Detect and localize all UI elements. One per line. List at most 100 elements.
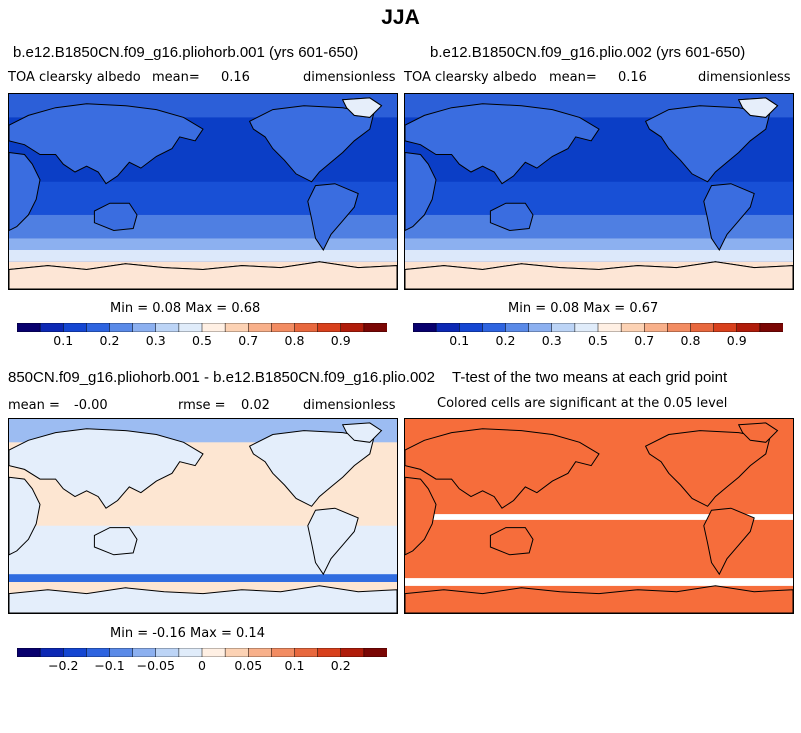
panel2-units: dimensionless xyxy=(698,70,791,85)
colorbar-1-swatch xyxy=(63,323,88,332)
colorbar-2-swatch xyxy=(713,323,738,332)
colorbar-3-swatch xyxy=(317,648,342,657)
colorbar-3-swatch xyxy=(248,648,273,657)
colorbar-2-swatch xyxy=(574,323,599,332)
panel1-africa-outline xyxy=(9,151,41,232)
panel3-europe-asia-outline xyxy=(9,428,204,509)
figure-title: JJA xyxy=(381,6,420,29)
panel1-colorbar xyxy=(17,323,387,332)
panel1-title: b.e12.B1850CN.f09_g16.pliohorb.001 (yrs … xyxy=(13,44,359,61)
colorbar-3-swatch xyxy=(294,648,319,657)
colorbar-2-swatch xyxy=(505,323,530,332)
panel3-rmse-value: 0.02 xyxy=(241,398,270,413)
colorbar-tick-label: 0.2 xyxy=(99,333,120,348)
colorbar-2-swatch xyxy=(528,323,553,332)
panel4-title: T-test of the two means at each grid poi… xyxy=(452,369,728,386)
colorbar-3-swatch xyxy=(340,648,365,657)
colorbar-3-swatch xyxy=(224,648,250,657)
panel2-colorbar-ticks: 0.1 0.2 0.3 0.5 0.7 0.8 0.9 xyxy=(413,333,783,349)
panel2-mean-value: 0.16 xyxy=(618,70,647,85)
colorbar-1-swatch xyxy=(109,323,134,332)
panel3-minmax: Min = -0.16 Max = 0.14 xyxy=(110,626,265,641)
panel1-colorbar-ticks: 0.1 0.2 0.3 0.5 0.7 0.8 0.9 xyxy=(17,333,387,349)
colorbar-2-swatch xyxy=(551,323,576,332)
colorbar-3-swatch xyxy=(109,648,134,657)
colorbar-2-swatch xyxy=(690,323,715,332)
colorbar-2-swatch xyxy=(597,323,622,332)
panel1-units: dimensionless xyxy=(303,70,396,85)
panel2-antarctica-ice xyxy=(405,261,793,289)
colorbar-tick-label: 0.5 xyxy=(192,333,212,348)
panel3-map-svg xyxy=(9,419,397,613)
panel2-title: b.e12.B1850CN.f09_g16.plio.002 (yrs 601-… xyxy=(430,44,746,61)
panel3-rmse-label: rmse = xyxy=(178,398,226,413)
panel3-antarctica-outline xyxy=(9,585,397,613)
colorbar-2-swatch xyxy=(482,323,507,332)
panel4-australia-outline xyxy=(489,527,534,556)
colorbar-tick-label: −0.2 xyxy=(48,658,79,673)
colorbar-tick-label: 0 xyxy=(198,658,206,673)
colorbar-3-swatch xyxy=(178,648,203,657)
panel1-europe-asia-outline xyxy=(9,103,204,185)
colorbar-tick-label: −0.1 xyxy=(94,658,125,673)
colorbar-3-swatch xyxy=(132,648,157,657)
colorbar-1-swatch xyxy=(340,323,365,332)
panel4-greenland-outline xyxy=(737,422,779,443)
panel2-minmax: Min = 0.08 Max = 0.67 xyxy=(508,301,659,316)
panel3-map xyxy=(8,418,398,614)
panel4-n-america-outline xyxy=(644,430,771,507)
panel2-southern-band-2 xyxy=(405,238,793,250)
colorbar-tick-label: 0.7 xyxy=(634,333,655,348)
colorbar-1-swatch xyxy=(201,323,226,332)
panel1-greenland-ice xyxy=(341,97,383,118)
panel1-southern-band-3 xyxy=(9,250,397,262)
panel4-nonsig-southern-band xyxy=(405,578,793,586)
colorbar-tick-label: −0.05 xyxy=(136,658,175,673)
panel2-map xyxy=(404,93,794,290)
panel2-variable: TOA clearsky albedo xyxy=(404,70,537,85)
panel2-europe-asia-outline xyxy=(405,103,600,185)
colorbar-tick-label: 0.2 xyxy=(330,658,351,673)
panel1-antarctica-ice xyxy=(9,261,397,289)
panel2-n-america-outline xyxy=(644,105,771,183)
colorbar-1-swatch xyxy=(317,323,342,332)
panel2-mean-label: mean= xyxy=(549,70,597,85)
colorbar-3-swatch xyxy=(39,648,65,657)
panel4-europe-asia-outline xyxy=(405,428,600,509)
panel3-units: dimensionless xyxy=(303,398,396,413)
panel3-n-america-outline xyxy=(248,430,375,507)
colorbar-1-swatch xyxy=(248,323,273,332)
panel4-subtitle: Colored cells are significant at the 0.0… xyxy=(437,396,728,411)
panel4-africa-outline xyxy=(405,476,437,556)
panel3-s-america-outline xyxy=(307,507,359,576)
panel2-africa-outline xyxy=(405,151,437,232)
panel4-map xyxy=(404,418,794,614)
panel1-variable: TOA clearsky albedo xyxy=(8,70,141,85)
panel4-s-america-outline xyxy=(703,507,755,576)
colorbar-tick-label: 0.05 xyxy=(234,658,263,673)
panel2-greenland-ice xyxy=(737,97,779,118)
panel3-colorbar-ticks: −0.2 −0.1 −0.05 0 0.05 0.1 0.2 xyxy=(17,658,387,674)
colorbar-1-swatch xyxy=(294,323,319,332)
colorbar-3-swatch xyxy=(271,648,296,657)
colorbar-tick-label: 0.1 xyxy=(449,333,470,348)
colorbar-tick-label: 0.1 xyxy=(284,658,305,673)
colorbar-2-swatch xyxy=(620,323,646,332)
panel2-colorbar xyxy=(413,323,783,332)
colorbar-tick-label: 0.1 xyxy=(53,333,74,348)
colorbar-tick-label: 0.5 xyxy=(588,333,608,348)
colorbar-2-swatch xyxy=(413,323,437,332)
panel2-australia-outline xyxy=(489,202,534,232)
colorbar-1-swatch xyxy=(224,323,250,332)
panel2-s-america-outline xyxy=(703,183,755,251)
colorbar-1-swatch xyxy=(363,323,387,332)
panel1-mean-value: 0.16 xyxy=(221,70,250,85)
colorbar-1-swatch xyxy=(86,323,111,332)
panel2-southern-band-3 xyxy=(405,250,793,262)
colorbar-1-swatch xyxy=(155,323,180,332)
panel3-title: 850CN.f09_g16.pliohorb.001 - b.e12.B1850… xyxy=(8,369,435,386)
panel1-n-america-outline xyxy=(248,105,375,183)
panel3-colorbar xyxy=(17,648,387,657)
colorbar-1-swatch xyxy=(39,323,65,332)
colorbar-3-swatch xyxy=(155,648,180,657)
